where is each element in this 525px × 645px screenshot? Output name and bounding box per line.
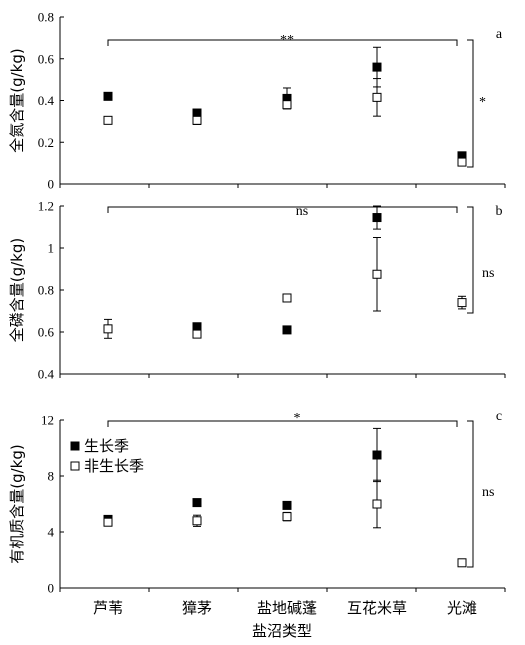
y-tick-label: 0.2 [38, 135, 54, 150]
data-point-non-growing-season [282, 100, 292, 110]
data-point-non-growing-season [457, 558, 467, 568]
data-point-growing-season [372, 450, 382, 460]
significance-bracket-horizontal [107, 420, 458, 427]
data-point-non-growing-season [103, 115, 113, 125]
significance-bracket-horizontal [107, 39, 458, 46]
significance-bracket-vertical [467, 206, 474, 314]
x-axis-label: 盐沼类型 [252, 622, 312, 640]
y-tick-label: 12 [41, 413, 54, 428]
data-point-growing-season [282, 325, 292, 335]
y-tick-label: 1 [48, 241, 55, 256]
y-tick-label: 0 [48, 177, 55, 192]
y-axis-label: 全氮含量(g/kg) [8, 48, 26, 153]
data-point-growing-season [192, 322, 202, 332]
data-point-growing-season [372, 62, 382, 72]
significance-bracket-horizontal [107, 206, 458, 213]
data-point-non-growing-season [282, 293, 292, 303]
y-tick-label: 0.6 [38, 51, 55, 66]
data-point-non-growing-season [103, 324, 113, 334]
data-point-non-growing-season [282, 512, 292, 522]
y-tick-label: 0 [48, 581, 55, 596]
y-tick-label: 4 [48, 525, 55, 540]
data-point-growing-season [103, 91, 113, 101]
legend-marker-growing-season [70, 441, 80, 451]
x-category-label: 獐茅 [182, 599, 212, 617]
panel-label: b [496, 204, 503, 219]
legend-label-growing-season: 生长季 [84, 437, 129, 455]
data-point-non-growing-season [372, 269, 382, 279]
panel-label: a [496, 27, 503, 42]
data-point-non-growing-season [457, 298, 467, 308]
data-point-non-growing-season [192, 115, 202, 125]
data-point-growing-season [372, 213, 382, 223]
y-tick-label: 0.4 [38, 93, 55, 108]
y-tick-label: 0.8 [38, 10, 54, 25]
y-axis-label: 有机质含量(g/kg) [8, 444, 26, 564]
y-tick-label: 0.6 [38, 325, 55, 340]
data-point-non-growing-season [103, 517, 113, 527]
y-tick-label: 1.2 [38, 199, 54, 214]
significance-label-vertical: ns [482, 485, 494, 500]
data-point-growing-season [192, 498, 202, 508]
data-point-non-growing-season [372, 92, 382, 102]
data-point-non-growing-season [192, 329, 202, 339]
y-tick-label: 0.8 [38, 283, 54, 298]
legend-label-non-growing-season: 非生长季 [84, 457, 144, 475]
data-point-non-growing-season [372, 499, 382, 509]
y-tick-label: 8 [48, 469, 55, 484]
significance-label-horizontal: * [294, 411, 301, 426]
legend-marker-non-growing-season [70, 461, 80, 471]
x-category-label: 盐地碱蓬 [257, 599, 317, 617]
y-axis-label: 全磷含量(g/kg) [8, 238, 26, 343]
x-category-label: 互花米草 [347, 599, 407, 617]
data-point-non-growing-season [457, 157, 467, 167]
significance-label-horizontal: ** [280, 33, 294, 48]
significance-bracket-vertical [467, 420, 474, 568]
x-category-label: 光滩 [447, 599, 477, 617]
x-category-label: 芦苇 [93, 599, 123, 617]
significance-label-horizontal: ns [296, 204, 308, 219]
panel-label: c [496, 409, 502, 424]
data-point-growing-season [282, 500, 292, 510]
significance-label-vertical: * [479, 95, 486, 110]
y-tick-label: 0.4 [38, 367, 55, 382]
data-point-non-growing-season [192, 516, 202, 526]
significance-bracket-vertical [467, 39, 474, 168]
significance-label-vertical: ns [482, 266, 494, 281]
